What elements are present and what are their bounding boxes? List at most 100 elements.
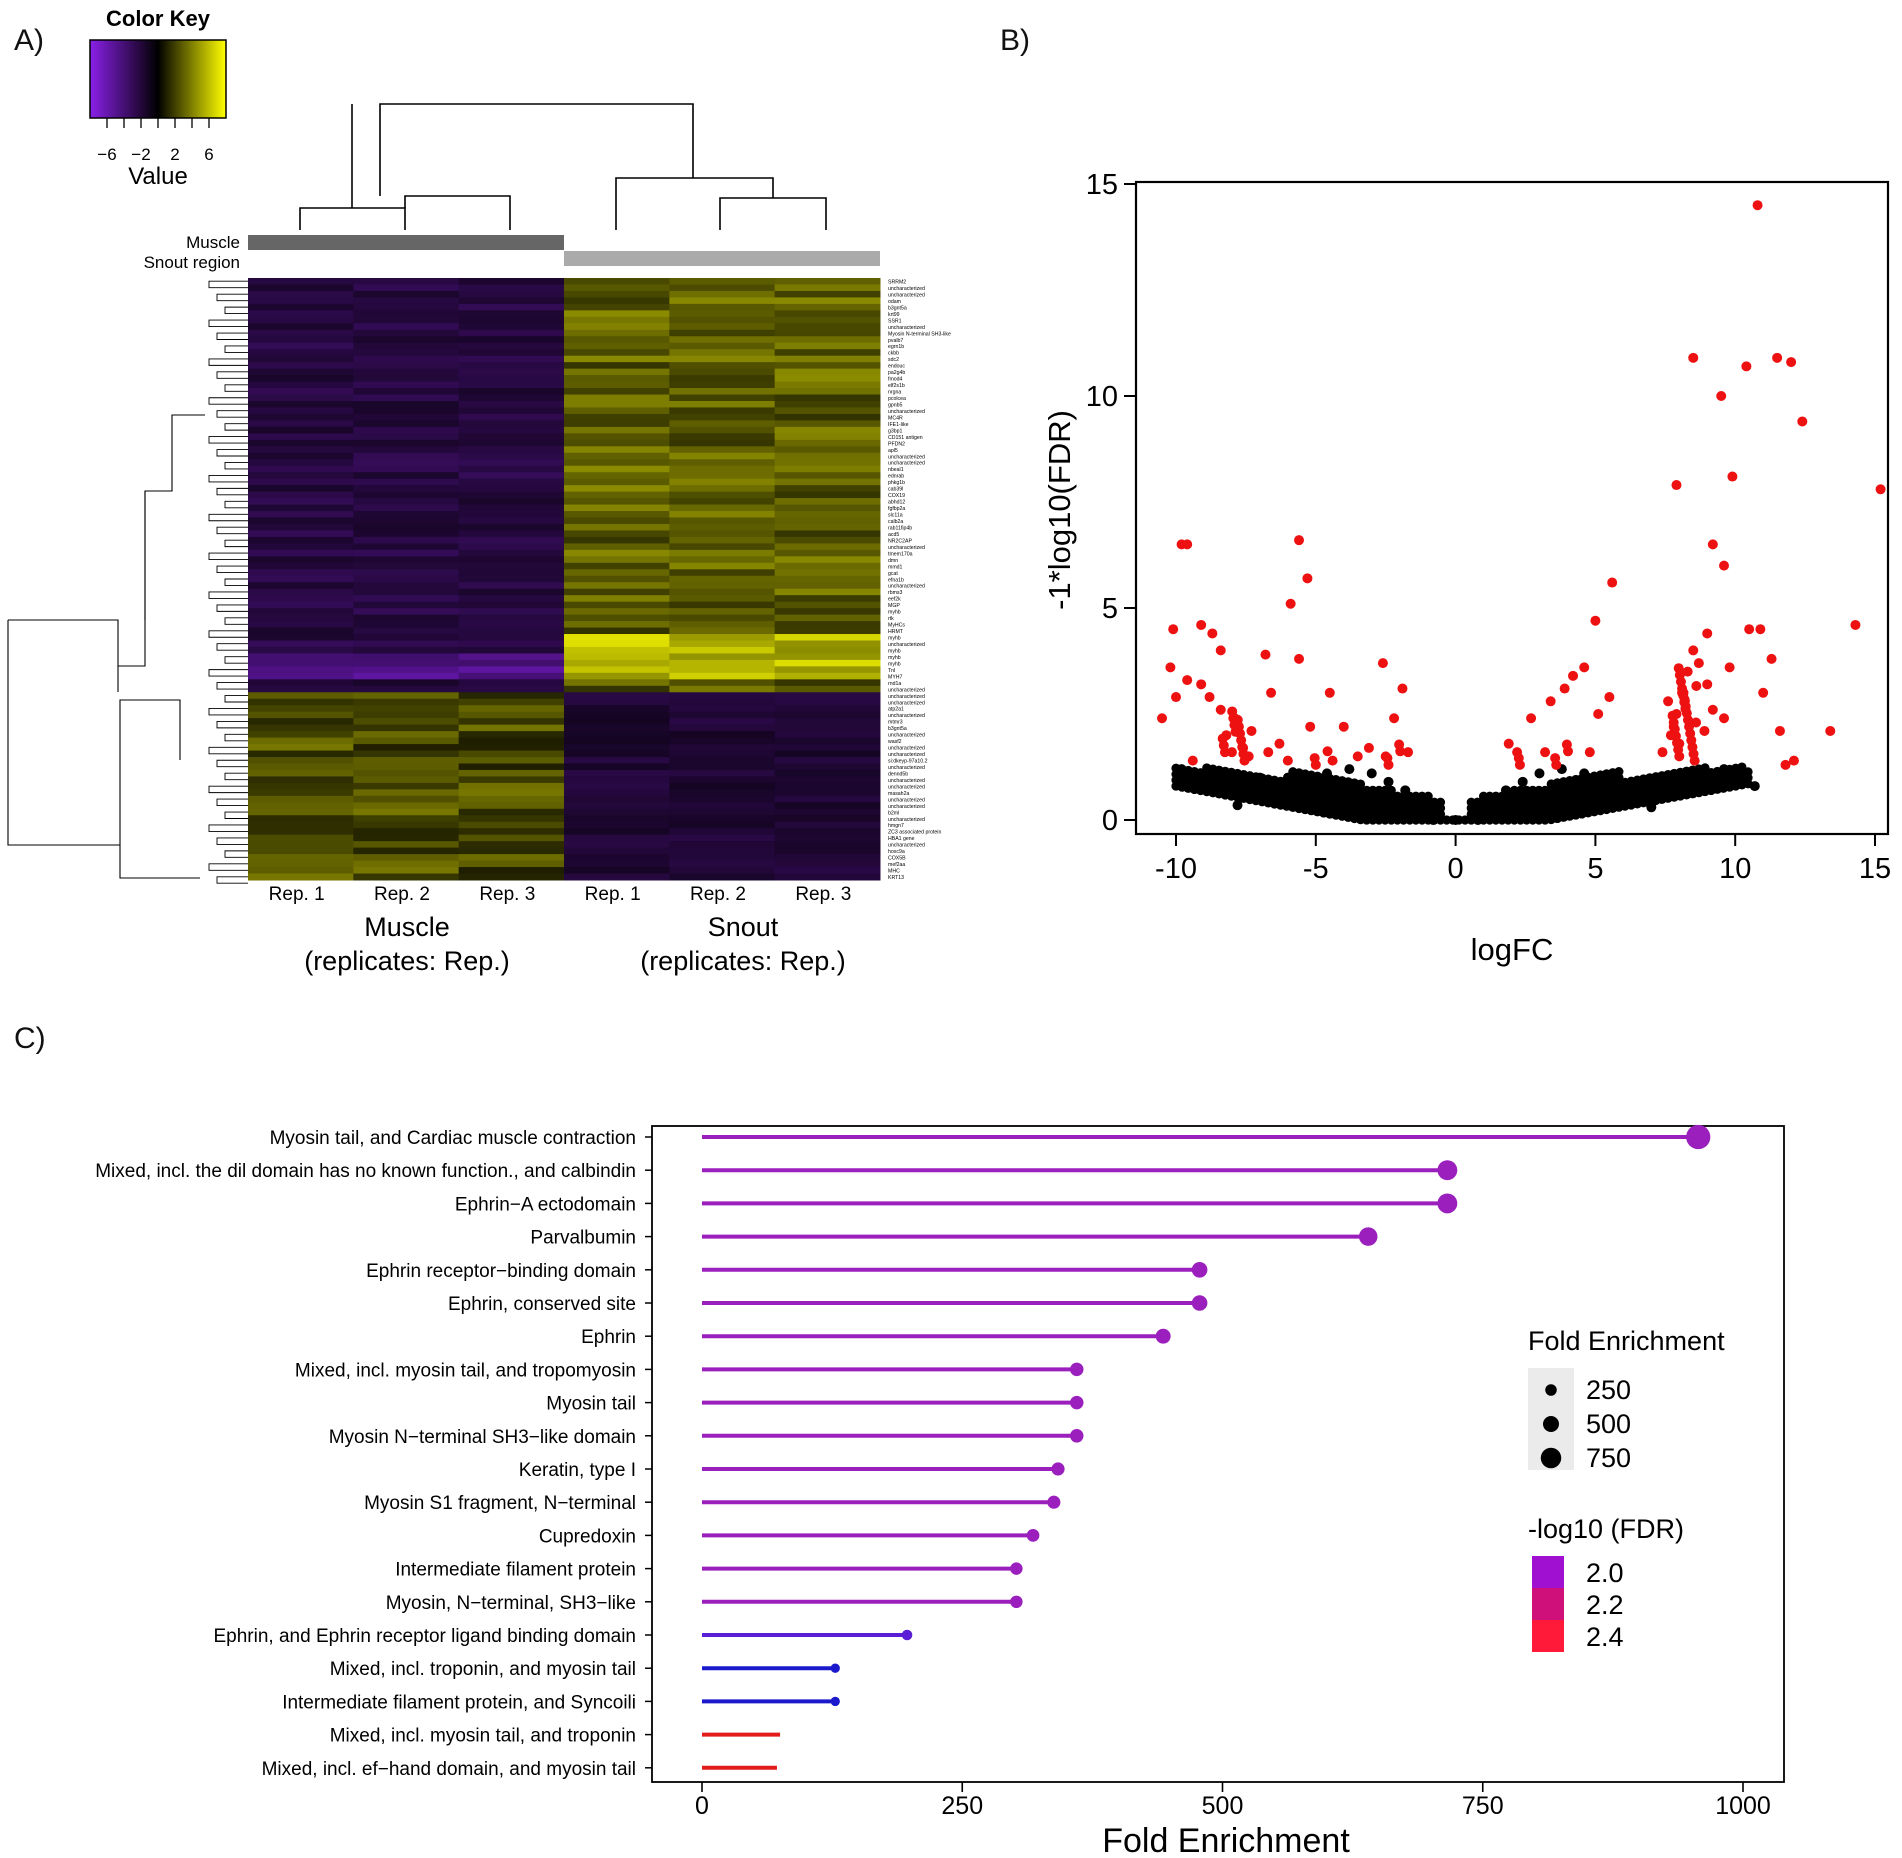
heatmap-cell [248, 316, 354, 324]
heatmap-cell [563, 310, 670, 318]
gene-label: uncharacterized [888, 642, 925, 648]
heatmap-cell [563, 841, 670, 849]
volcano-point-sig [1561, 739, 1572, 750]
volcano-point-ns [1366, 768, 1377, 779]
gene-label: uncharacterized [888, 746, 925, 752]
heatmap-cell [774, 795, 881, 803]
volcano-point-ns [1737, 762, 1747, 772]
heatmap-cell [774, 433, 881, 441]
heatmap-cell [774, 491, 881, 499]
heatmap-cell [458, 705, 565, 713]
heatmap-cell [563, 659, 670, 667]
heatmap-cell [563, 349, 670, 357]
heatmap-cell [563, 588, 670, 596]
color-key-gradient [89, 39, 227, 119]
volcano-xtick-label: 15 [1859, 853, 1891, 885]
volcano-point-sig [1165, 662, 1176, 673]
volcano-point-sig [1607, 577, 1618, 588]
heatmap-cell [774, 478, 881, 486]
gene-label: COX19 [888, 493, 905, 499]
gene-label: myhb [888, 610, 901, 616]
heatmap-cell [774, 828, 881, 836]
heatmap-cell [248, 536, 354, 544]
heatmap-cell [563, 362, 670, 370]
heatmap-cell [248, 718, 354, 726]
heatmap-cell [353, 562, 460, 570]
volcano-point-sig [1719, 560, 1730, 571]
heatmap-cell [774, 627, 881, 635]
heatmap-cell [669, 290, 776, 298]
volcano-point-sig [1503, 738, 1514, 749]
volcano-point-sig [1266, 687, 1277, 698]
volcano-point-sig [1513, 753, 1524, 764]
heatmap-cell [669, 834, 776, 842]
volcano-point-sig [1187, 755, 1198, 766]
volcano-point-sig [1719, 713, 1730, 724]
annotation-label-snout: Snout region [144, 253, 240, 272]
heatmap-cell [458, 627, 565, 635]
heatmap-cell [563, 394, 670, 402]
legend-size-dot [1543, 1416, 1559, 1432]
lollipop-dot [1070, 1395, 1084, 1410]
lollipop-dot [1358, 1227, 1378, 1246]
heatmap-cell [248, 795, 354, 803]
heatmap-cell [563, 705, 670, 713]
heatmap-cell [458, 808, 565, 816]
gene-label: uncharacterized [888, 797, 925, 803]
heatmap-cell [774, 595, 881, 603]
gene-label: cab39l [888, 487, 903, 493]
volcano-point-sig [1382, 753, 1393, 764]
lollipop-dot [1026, 1529, 1040, 1542]
gene-label: uncharacterized [888, 784, 925, 790]
heatmap-cell [774, 323, 881, 331]
heatmap-cell [774, 860, 881, 868]
heatmap-cell [248, 659, 354, 667]
heatmap-cell [353, 698, 460, 706]
volcano-point-sig [1394, 739, 1405, 750]
gene-label: uncharacterized [888, 817, 925, 823]
heatmap-cell [353, 485, 460, 493]
heatmap-cell [458, 446, 565, 454]
gene-label: tmem170a [888, 551, 913, 557]
heatmap-cell [248, 608, 354, 616]
heatmap-cell [458, 692, 565, 700]
gene-label: ednrab [888, 474, 904, 480]
heatmap-cell [563, 342, 670, 350]
heatmap-cell [353, 640, 460, 648]
heatmap-cell [458, 666, 565, 674]
volcano-point-ns [1386, 785, 1396, 795]
heatmap-cell [248, 439, 354, 447]
heatmap-cell [563, 769, 670, 777]
lollipop-category-label: Intermediate filament protein, and Synco… [282, 1692, 636, 1713]
volcano-point-ns [1435, 797, 1446, 807]
heatmap-cell [669, 595, 776, 603]
gene-label: mef2aa [888, 862, 905, 868]
heatmap-cell [774, 426, 881, 434]
volcano-point-ns [1383, 776, 1394, 787]
heatmap-cell [248, 336, 354, 344]
heatmap-cell [353, 854, 460, 862]
group-sublabel-muscle: (replicates: Rep.) [304, 946, 510, 976]
volcano-point-sig [1772, 352, 1783, 363]
heatmap-cell [774, 731, 881, 739]
heatmap-cell [563, 569, 670, 577]
heatmap-cell [353, 413, 460, 421]
heatmap-cell [774, 446, 881, 454]
heatmap-cell [669, 413, 776, 421]
heatmap-cell [353, 815, 460, 823]
gene-label: uncharacterized [888, 778, 925, 784]
heatmap-cell [458, 608, 565, 616]
volcano-point-sig [1682, 666, 1693, 677]
lollipop-category-label: Myosin S1 fragment, N−terminal [364, 1493, 636, 1514]
heatmap-cell [774, 769, 881, 777]
heatmap-cell [669, 478, 776, 486]
heatmap-cell [353, 465, 460, 473]
heatmap-cell [669, 627, 776, 635]
column-label: Rep. 1 [269, 884, 325, 905]
heatmap-cell [669, 821, 776, 829]
volcano-point-ns [1232, 800, 1243, 811]
row-dendrogram [7, 414, 205, 879]
lollipop-category-label: Keratin, type I [519, 1460, 636, 1481]
heatmap-cell [774, 867, 881, 875]
heatmap-cell [458, 388, 565, 396]
